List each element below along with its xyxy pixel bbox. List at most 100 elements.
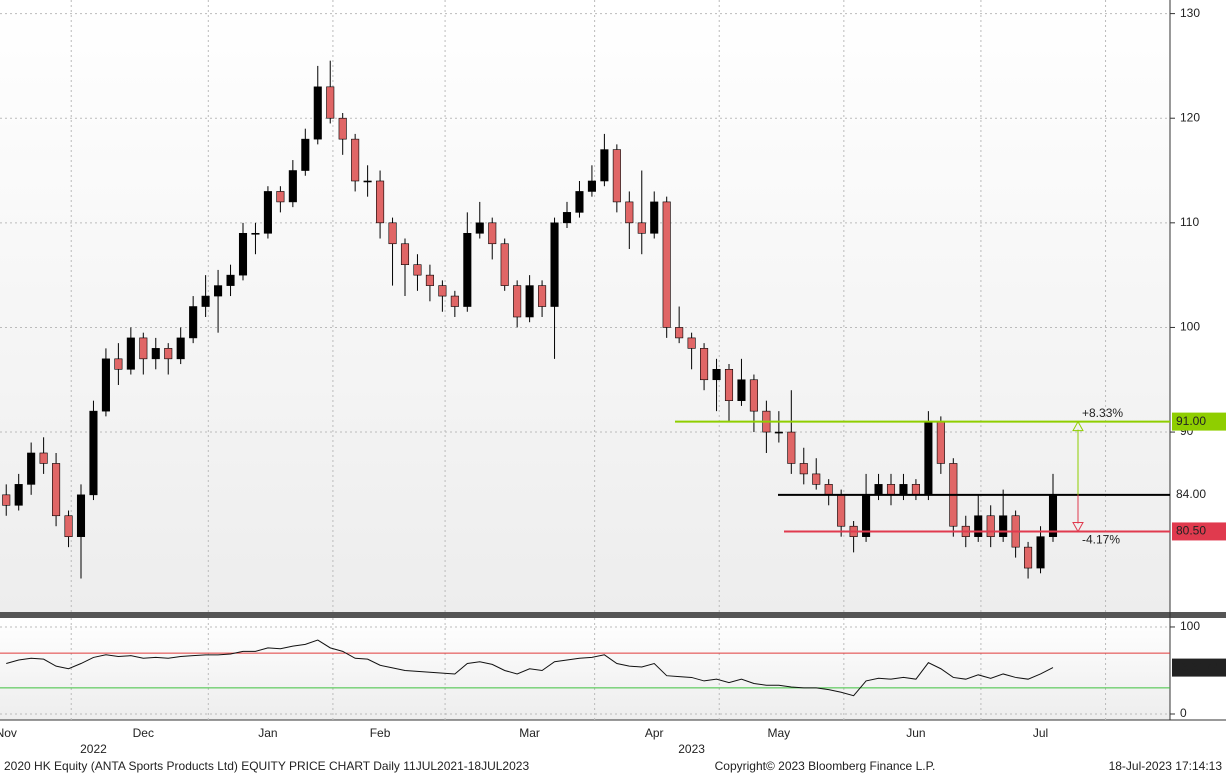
candle-body xyxy=(650,201,659,234)
candle-body xyxy=(1048,494,1058,537)
candle-body xyxy=(986,515,995,537)
level-label: 80.50 xyxy=(1176,524,1206,538)
candle-body xyxy=(101,358,110,412)
candle-body xyxy=(625,201,634,224)
candle-body xyxy=(886,484,896,496)
candle-body xyxy=(139,337,148,360)
candle-body xyxy=(924,421,933,496)
y-tick-label: 110 xyxy=(1180,215,1199,229)
candle-body xyxy=(737,379,746,401)
annotation: -4.17% xyxy=(1082,533,1120,547)
level-label: 91.00 xyxy=(1176,414,1206,428)
candle-body xyxy=(351,138,360,182)
year-label: 2022 xyxy=(80,742,107,756)
footer-left: 2020 HK Equity (ANTA Sports Products Ltd… xyxy=(4,759,529,773)
rsi-line xyxy=(6,639,1054,697)
candle-body xyxy=(812,473,821,485)
candle-body xyxy=(712,368,721,381)
rsi-box xyxy=(1172,658,1226,677)
candle-body xyxy=(89,410,98,496)
candle-body xyxy=(662,201,671,328)
candle-body xyxy=(2,494,11,506)
candle-body xyxy=(52,463,61,517)
candle-body xyxy=(749,379,758,412)
x-tick-label: Jan xyxy=(258,726,277,740)
candle-body xyxy=(288,170,297,203)
candle-body xyxy=(488,222,497,245)
candle-body xyxy=(612,149,621,203)
y-tick-label: 120 xyxy=(1180,110,1200,124)
candle-body xyxy=(587,180,596,192)
candle-body xyxy=(126,337,135,370)
candle-body xyxy=(974,515,983,537)
x-tick-label: Dec xyxy=(133,726,154,740)
x-tick-label: Jul xyxy=(1033,726,1048,740)
candle-body xyxy=(14,484,23,506)
candle-body xyxy=(39,452,48,464)
footer-center: Copyright© 2023 Bloomberg Finance L.P. xyxy=(715,759,936,773)
candle-body xyxy=(687,337,696,349)
candle-body xyxy=(675,327,684,339)
candle-body xyxy=(899,484,908,496)
candle-body xyxy=(263,191,272,234)
candle-body xyxy=(338,117,347,140)
candle-body xyxy=(774,431,783,434)
arrow-head xyxy=(1072,420,1084,432)
candle-body xyxy=(276,191,285,203)
candle-body xyxy=(550,222,559,307)
candle-body xyxy=(238,232,248,276)
rsi-panel xyxy=(0,618,1170,720)
candle-body xyxy=(837,494,846,527)
candle-body xyxy=(525,285,534,318)
candle-body xyxy=(600,149,609,182)
x-tick-label: Jun xyxy=(906,726,925,740)
annotation: +8.33% xyxy=(1082,406,1123,420)
candle-body xyxy=(1024,546,1033,569)
candle-body xyxy=(189,306,198,339)
candle-body xyxy=(326,86,335,119)
footer-right: 18-Jul-2023 17:14:13 xyxy=(1109,759,1223,773)
candle-body xyxy=(513,285,522,318)
candle-body xyxy=(413,264,422,276)
arrow-head xyxy=(1072,521,1084,533)
x-tick-label: Mar xyxy=(519,726,540,740)
candle-body xyxy=(226,274,235,286)
candle-body xyxy=(425,274,434,286)
candle-body xyxy=(27,452,36,485)
candle-body xyxy=(824,484,833,496)
candle-body xyxy=(700,348,709,381)
level-label: 84.00 xyxy=(1176,487,1206,501)
level-box xyxy=(1172,522,1226,541)
candle-body xyxy=(450,295,459,307)
candle-body xyxy=(201,295,210,307)
candle-body xyxy=(637,222,646,234)
candle-body xyxy=(999,515,1008,537)
rsi-label: 53.3177 xyxy=(1175,660,1219,674)
candle-body xyxy=(114,358,123,370)
candle-body xyxy=(76,494,86,537)
price-panel xyxy=(0,0,1170,612)
y-tick-label: 100 xyxy=(1180,320,1200,334)
x-tick-label: Nov xyxy=(0,726,17,740)
candle-body xyxy=(463,232,472,307)
x-tick-label: May xyxy=(768,726,791,740)
candle-body xyxy=(251,232,260,235)
y-tick-label: 130 xyxy=(1180,6,1200,20)
y-tick-label: 100 xyxy=(1180,619,1200,633)
candle-body xyxy=(376,180,385,224)
candle-body xyxy=(862,494,871,537)
candle-body xyxy=(575,191,584,213)
panel-divider xyxy=(0,612,1226,618)
candle-body xyxy=(301,138,310,171)
y-tick-label: 0 xyxy=(1180,706,1187,720)
candle-body xyxy=(313,86,322,140)
candle-body xyxy=(1036,536,1045,569)
candle-body xyxy=(911,484,920,496)
candle-body xyxy=(799,463,808,475)
level-box xyxy=(1172,485,1226,504)
x-tick-label: Feb xyxy=(370,726,391,740)
x-tick-label: Apr xyxy=(645,726,664,740)
candle-body xyxy=(176,337,185,360)
candle-body xyxy=(214,285,223,297)
